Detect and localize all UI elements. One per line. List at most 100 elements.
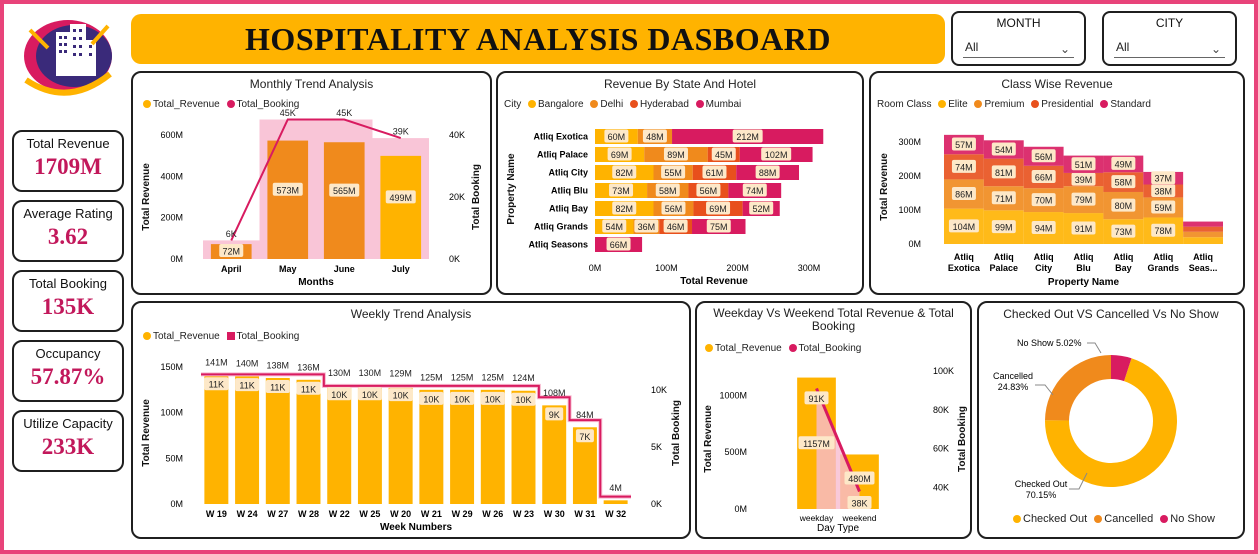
x-tick-label: Seas...: [1189, 263, 1218, 273]
y2-tick-label: 80K: [933, 405, 949, 415]
booking-data-label-bg: [419, 391, 444, 405]
revenue-data-label-bg: [329, 183, 360, 197]
segment-data-label-bg: [634, 219, 659, 233]
revenue-data-label: 565M: [333, 186, 356, 196]
segment-data-label-bg: [1151, 223, 1176, 237]
revenue-data-label: 129M: [389, 369, 412, 379]
y2-tick-label: 100K: [933, 366, 954, 376]
booking-data-label-bg: [357, 387, 382, 401]
booking-status-panel: Checked Out VS Cancelled Vs No Show Chec…: [977, 301, 1245, 539]
segment-data-label-bg: [948, 219, 979, 233]
booking-data-label-bg: [388, 388, 413, 402]
x-tick-label: W 25: [359, 509, 380, 519]
segment-data-label-bg: [604, 129, 629, 143]
segment-data-label-bg: [661, 165, 686, 179]
segment-data-label: 51M: [1075, 160, 1093, 170]
legend-item: Total_Booking: [236, 99, 300, 110]
hotel-logo-icon: [24, 20, 112, 96]
x-tick-label: W 22: [329, 509, 350, 519]
slice-label: Checked Out: [1015, 479, 1068, 489]
segment-data-label: 52M: [752, 204, 770, 214]
segment-data-label: 88M: [759, 168, 777, 178]
y-axis-title: Property Name: [506, 153, 517, 225]
x-tick-label: Bay: [1115, 263, 1132, 273]
kpi-label: Total Booking: [28, 276, 108, 291]
booking-data-label-bg: [327, 387, 352, 401]
booking-data-label-bg: [804, 391, 829, 405]
month-slicer[interactable]: MONTH All ⌄: [951, 11, 1086, 66]
segment-data-label-bg: [663, 147, 688, 161]
x-tick-label: Atliq: [1034, 252, 1054, 262]
segment-bar: [1183, 237, 1223, 244]
y-tick-label: 0M: [734, 504, 747, 514]
slice-label: No Show 5.02%: [1017, 338, 1082, 348]
segment-data-label-bg: [706, 201, 731, 215]
revenue-data-label: 130M: [359, 368, 382, 378]
slice-label: Cancelled: [993, 371, 1033, 381]
x-tick-label: Exotica: [948, 263, 981, 273]
segment-data-label: 71M: [995, 194, 1013, 204]
legend-item: Elite: [948, 99, 968, 110]
leader-line: [1087, 342, 1102, 354]
revenue-bar: [327, 385, 352, 504]
weekly-trend-panel: Weekly Trend Analysis Total_Revenue Tota…: [131, 301, 691, 539]
monthly-trend-panel: Monthly Trend Analysis Total_Revenue Tot…: [131, 71, 492, 295]
y-tick-label: 100M: [898, 205, 921, 215]
chart-legend: City Bangalore Delhi Hyderabad Mumbai: [504, 99, 741, 110]
state-hotel-chart: Atliq Exotica 60M 48M 212M Atliq Palace 69M 89…: [506, 129, 824, 287]
legend-item: Total_Revenue: [153, 99, 220, 110]
booking-data-label: 10K: [393, 391, 409, 401]
segment-data-label-bg: [1111, 156, 1136, 170]
y2-tick-label: 60K: [933, 444, 949, 454]
x-tick-label: Palace: [990, 263, 1019, 273]
chart-title: Revenue By State And Hotel: [603, 77, 757, 91]
segment-data-label: 66M: [1035, 173, 1053, 183]
segment-data-label: 74M: [746, 186, 764, 196]
city-dropdown-value: All: [1116, 40, 1130, 54]
y-tick-label: 0M: [170, 499, 183, 509]
y-tick-label: 0M: [170, 254, 183, 264]
city-dropdown[interactable]: All ⌄: [1114, 36, 1225, 58]
segment-data-label-bg: [1151, 200, 1176, 214]
month-dropdown-value: All: [965, 40, 979, 54]
segment-data-label-bg: [609, 183, 634, 197]
y2-tick-label: 40K: [933, 483, 949, 493]
segment-data-label: 73M: [1115, 227, 1133, 237]
month-dropdown[interactable]: All ⌄: [963, 36, 1074, 58]
segment-data-label-bg: [711, 147, 736, 161]
leader-line: [1035, 384, 1054, 396]
y2-tick-label: 40K: [449, 130, 465, 140]
kpi-total-booking: Total Booking 135K: [12, 270, 124, 332]
y2-tick-label: 10K: [651, 385, 667, 395]
y2-axis-title: Total Booking: [471, 164, 482, 230]
segment-data-label: 69M: [709, 204, 727, 214]
city-slicer[interactable]: CITY All ⌄: [1102, 11, 1237, 66]
y-tick-label: 200M: [898, 171, 921, 181]
y-tick-label: Atliq Seasons: [528, 240, 588, 250]
booking-data-label-bg: [511, 392, 536, 406]
y2-tick-label: 5K: [651, 442, 662, 452]
segment-data-label: 38M: [1154, 186, 1172, 196]
y-tick-label: 300M: [898, 137, 921, 147]
segment-data-label: 55M: [664, 168, 682, 178]
booking-data-label: 91K: [808, 394, 824, 404]
y-tick-label: 100M: [160, 408, 183, 418]
revenue-data-label: 124M: [512, 373, 535, 383]
y-tick-label: 0M: [908, 239, 921, 249]
y-tick-label: 200M: [160, 213, 183, 223]
x-tick-label: Atliq: [1153, 252, 1173, 262]
segment-data-label: 66M: [610, 240, 628, 250]
y-tick-label: 400M: [160, 171, 183, 181]
chevron-down-icon: ⌄: [1210, 42, 1221, 56]
segment-data-label: 86M: [955, 190, 973, 200]
x-tick-label: W 32: [605, 509, 626, 519]
revenue-bar: [388, 386, 413, 504]
y-tick-label: Atliq Blu: [551, 186, 588, 196]
segment-data-label-bg: [1031, 221, 1056, 235]
y-tick-label: Atliq City: [549, 168, 589, 178]
segment-data-label-bg: [706, 219, 731, 233]
x-tick-label: Atliq: [1193, 252, 1213, 262]
legend-item: Presidential: [1041, 99, 1094, 110]
segment-data-label-bg: [1031, 170, 1056, 184]
